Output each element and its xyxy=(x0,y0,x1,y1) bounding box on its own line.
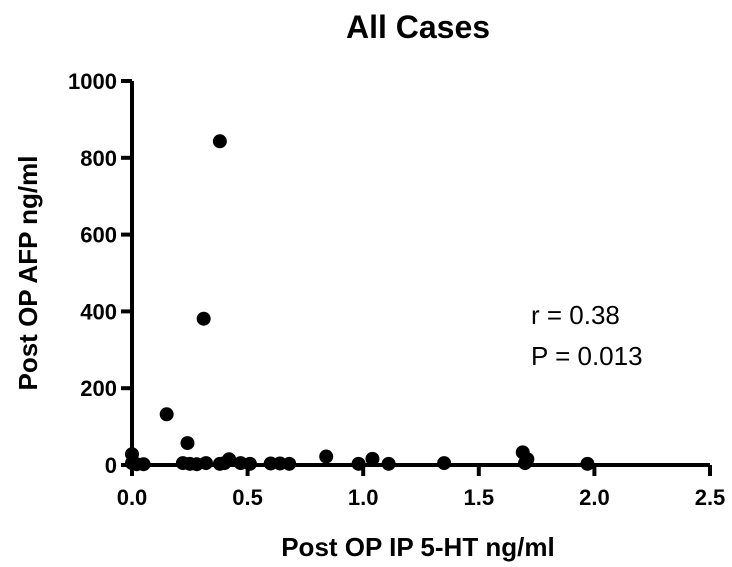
y-tick-label: 1000 xyxy=(68,69,117,94)
data-points xyxy=(125,134,595,472)
data-point xyxy=(365,451,380,466)
data-point xyxy=(222,452,237,467)
data-point xyxy=(282,456,297,471)
x-axis-label: Post OP IP 5-HT ng/ml xyxy=(281,532,555,562)
annotation-r: r = 0.38 xyxy=(531,300,620,330)
x-tick-label: 1.0 xyxy=(348,485,379,510)
y-tick-label: 800 xyxy=(80,146,117,171)
data-point xyxy=(212,134,227,149)
x-tick-label: 0.0 xyxy=(117,485,148,510)
data-point xyxy=(319,449,334,464)
y-axis-label: Post OP AFP ng/ml xyxy=(13,155,43,390)
data-point xyxy=(136,457,151,472)
x-tick-label: 2.0 xyxy=(579,485,610,510)
y-ticks: 0 200 400 600 800 1000 xyxy=(68,69,132,478)
annotation-p: P = 0.013 xyxy=(531,341,643,371)
chart-title: All Cases xyxy=(346,9,490,45)
data-point xyxy=(437,456,452,471)
y-tick-label: 200 xyxy=(80,376,117,401)
x-tick-label: 1.5 xyxy=(464,485,495,510)
data-point xyxy=(520,452,535,467)
data-point xyxy=(196,311,211,326)
y-tick-label: 400 xyxy=(80,299,117,324)
y-tick-label: 0 xyxy=(105,453,117,478)
x-tick-label: 0.5 xyxy=(232,485,263,510)
data-point xyxy=(351,456,366,471)
data-point xyxy=(159,407,174,422)
x-ticks: 0.0 0.5 1.0 1.5 2.0 2.5 xyxy=(117,465,726,510)
y-tick-label: 600 xyxy=(80,223,117,248)
data-point xyxy=(580,456,595,471)
data-point xyxy=(242,456,257,471)
data-point xyxy=(198,456,213,471)
data-point xyxy=(381,456,396,471)
data-point xyxy=(180,436,195,451)
x-tick-label: 2.5 xyxy=(695,485,726,510)
